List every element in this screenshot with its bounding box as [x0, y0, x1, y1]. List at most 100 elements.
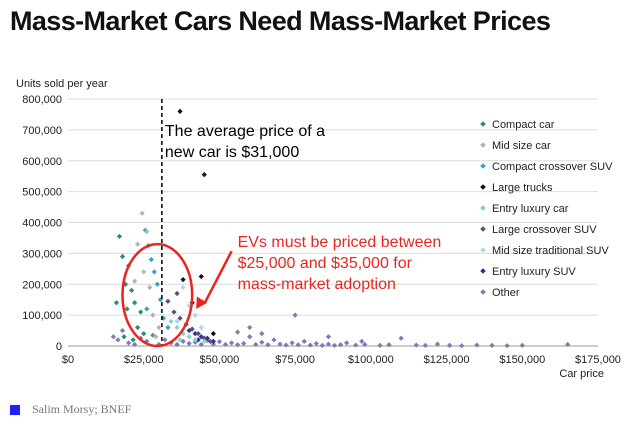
data-point: [198, 273, 204, 280]
data-point: [265, 342, 271, 348]
data-point: [177, 315, 183, 321]
data-point: [283, 342, 289, 348]
data-point: [192, 312, 198, 318]
data-point: [144, 306, 150, 312]
highlight-ellipse: [121, 242, 194, 348]
data-point: [147, 284, 153, 290]
ev-price-annotation: mass-market adoption: [238, 276, 396, 293]
data-point: [241, 340, 247, 347]
data-point: [325, 341, 332, 347]
legend-entry: Large crossover SUV: [492, 224, 597, 236]
data-point: [177, 108, 183, 114]
x-tick-label: $75,000: [275, 354, 315, 366]
y-tick-label: 500,000: [22, 187, 62, 199]
legend-marker: [480, 289, 486, 295]
source-line: Salim Morsy; BNEF: [10, 402, 131, 417]
data-point: [130, 337, 136, 343]
y-tick-label: 800,000: [22, 94, 62, 106]
data-point: [160, 315, 166, 321]
x-tick-label: $100,000: [348, 354, 394, 366]
data-point: [195, 331, 201, 337]
data-point: [271, 337, 277, 343]
data-point: [119, 327, 126, 334]
data-point: [165, 298, 171, 304]
data-point: [151, 269, 157, 275]
legend-marker: [480, 142, 486, 148]
legend-entry: Mid size traditional SUV: [492, 245, 609, 257]
x-tick-label: $175,000: [575, 354, 621, 366]
data-point: [129, 287, 135, 294]
data-point: [115, 337, 121, 343]
data-point: [119, 253, 126, 260]
data-point: [138, 309, 144, 315]
data-point: [189, 326, 195, 332]
data-point: [165, 324, 171, 331]
data-point: [325, 334, 332, 340]
data-point: [235, 342, 241, 348]
x-tick-label: $50,000: [200, 354, 240, 366]
data-point: [154, 281, 160, 287]
data-point: [186, 340, 192, 347]
average-price-annotation: new car is $31,000: [165, 144, 299, 161]
y-tick-label: 300,000: [22, 248, 62, 260]
x-tick-label: $0: [62, 354, 74, 366]
data-point: [434, 341, 441, 347]
legend: Compact car Mid size car Compact crossover…: [480, 119, 613, 299]
data-point: [204, 335, 210, 341]
data-point: [259, 331, 265, 337]
x-tick-label: $25,000: [124, 354, 164, 366]
ev-price-annotation: EVs must be priced between: [238, 234, 442, 251]
data-point: [135, 324, 141, 331]
legend-marker: [480, 226, 486, 232]
data-point: [180, 277, 186, 283]
annotation-arrow: [196, 250, 233, 310]
x-tick-label: $150,000: [499, 354, 545, 366]
data-point: [289, 340, 295, 346]
data-point: [344, 340, 350, 346]
data-point: [413, 342, 419, 348]
data-point: [210, 338, 216, 344]
data-point: [192, 337, 198, 343]
data-points: [110, 108, 571, 349]
data-point: [168, 318, 174, 324]
data-point: [210, 341, 216, 347]
data-point: [295, 342, 301, 348]
data-point: [150, 332, 156, 338]
data-point: [422, 342, 428, 348]
data-point: [192, 331, 198, 337]
data-point: [398, 335, 404, 341]
legend-marker: [480, 163, 486, 169]
data-point: [141, 331, 147, 337]
data-point: [307, 342, 313, 348]
data-point: [132, 300, 138, 306]
data-point: [292, 312, 298, 318]
legend-entry: Mid size car: [492, 140, 551, 152]
data-point: [174, 341, 180, 348]
data-point: [141, 269, 147, 275]
data-point: [447, 342, 453, 348]
data-point: [362, 341, 368, 348]
legend-entry: Entry luxury car: [492, 203, 569, 215]
legend-entry: Compact car: [492, 119, 555, 131]
y-axis-ticks: 0 100,000 200,000 300,000 400,000 500,000 600,…: [22, 94, 62, 353]
data-point: [180, 331, 186, 337]
data-point: [121, 334, 127, 340]
data-point: [235, 329, 241, 335]
data-point: [201, 338, 207, 344]
data-point: [124, 306, 130, 312]
data-point: [201, 172, 207, 178]
data-point: [337, 342, 344, 348]
y-axis-title: Units sold per year: [16, 78, 108, 90]
data-point: [156, 324, 162, 331]
data-point: [377, 342, 383, 348]
data-point: [116, 233, 123, 239]
data-point: [201, 335, 207, 341]
data-point: [210, 331, 216, 337]
data-point: [198, 324, 204, 331]
y-tick-label: 100,000: [22, 310, 62, 322]
annotations: The average price of a new car is $31,000…: [165, 123, 441, 293]
data-point: [110, 334, 117, 340]
data-point: [174, 324, 180, 331]
data-point: [180, 284, 186, 290]
